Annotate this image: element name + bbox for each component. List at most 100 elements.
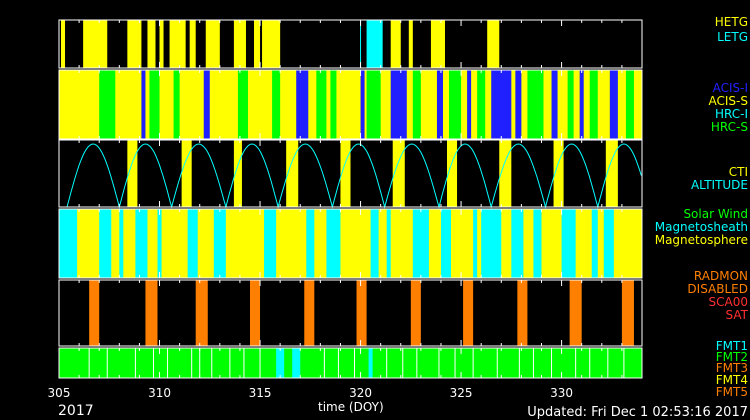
region-segment	[157, 209, 162, 278]
format-panel-frame	[58, 347, 643, 379]
grating-segment	[233, 20, 246, 68]
grating-segment	[147, 20, 156, 68]
grating-segment	[366, 20, 383, 68]
instrument-segment	[296, 70, 309, 139]
grating-segment	[159, 20, 164, 68]
instrument-segment	[609, 70, 618, 139]
region-segment	[440, 209, 452, 278]
radiation-segment	[621, 280, 634, 346]
grating-segment	[169, 20, 186, 68]
radiation-segment	[249, 280, 261, 346]
altitude-segment	[605, 140, 618, 207]
region-segment	[561, 209, 576, 278]
altitude-segment	[181, 140, 192, 207]
instrument-segment	[360, 70, 365, 139]
x-axis-title: time (DOY)	[318, 400, 384, 414]
instrument-segment	[237, 70, 248, 139]
region-segment	[412, 209, 429, 278]
instrument-panel-frame	[58, 69, 643, 140]
x-tick-label: 305	[48, 386, 71, 400]
region-segment	[187, 209, 198, 278]
region-segment	[326, 209, 341, 278]
year-label: 2017	[58, 403, 94, 419]
altitude-panel-frame	[58, 139, 643, 208]
legend-entry-letg: LETG	[717, 30, 748, 44]
region-segment	[213, 209, 226, 278]
instrument-segment	[203, 70, 210, 139]
instrument-segment	[390, 70, 407, 139]
altitude-segment	[553, 140, 564, 207]
radiation-segment	[410, 280, 421, 346]
grating-segment	[83, 20, 108, 68]
instrument-segment	[477, 70, 486, 139]
radiation-segment	[569, 280, 582, 346]
grating-segment	[127, 20, 142, 68]
legend-entry-disabled: DISABLED	[687, 282, 748, 296]
legend-entry-fmt4: FMT4	[715, 373, 748, 387]
grating-segment	[189, 20, 196, 68]
altitude-segment	[233, 140, 242, 207]
altitude-segment	[286, 140, 299, 207]
region-segment	[591, 209, 598, 278]
altitude-segment	[392, 140, 405, 207]
region-segment	[386, 209, 391, 278]
region-segment	[473, 209, 478, 278]
region-segment	[59, 209, 78, 278]
radiation-segment	[517, 280, 528, 346]
legend-entry-fmt5: FMT5	[715, 385, 748, 399]
instrument-segment	[449, 70, 462, 139]
grating-segment	[408, 20, 413, 68]
instrument-segment	[579, 70, 584, 139]
radiation-segment	[145, 280, 158, 346]
radiation-segment	[89, 280, 100, 346]
x-tick-label: 320	[349, 386, 372, 400]
legend-entry-acis-s: ACIS-S	[708, 94, 748, 108]
instrument-segment	[625, 70, 634, 139]
grating-segment	[262, 20, 281, 68]
region-segment	[119, 209, 124, 278]
legend-entry-acis-i: ACIS-I	[712, 81, 748, 95]
instrument-segment	[467, 70, 472, 139]
altitude-segment	[127, 140, 138, 207]
instrument-segment	[527, 70, 544, 139]
legend-entry-fmt1: FMT1	[715, 339, 748, 353]
x-tick-label: 310	[148, 386, 171, 400]
legend-entry-sat: SAT	[725, 308, 748, 322]
instrument-segment	[436, 70, 443, 139]
region-segment	[603, 209, 614, 278]
instrument-segment	[412, 70, 421, 139]
instrument-segment	[515, 70, 522, 139]
legend-entry-fmt2: FMT2	[715, 350, 748, 364]
format-segment	[368, 348, 373, 378]
region-segment	[306, 209, 315, 278]
legend-entry-fmt3: FMT3	[715, 361, 748, 375]
radiation-segment	[463, 280, 474, 346]
altitude-segment	[340, 140, 351, 207]
radiation-segment	[195, 280, 208, 346]
grating-segment	[254, 20, 261, 68]
radiation-panel-frame	[58, 279, 643, 347]
legend-entry-sca00: SCA00	[708, 295, 748, 309]
legend-entry-magnetosphere: Magnetosphere	[654, 233, 748, 247]
region-segment	[481, 209, 502, 278]
region-segment	[533, 209, 542, 278]
instrument-segment	[551, 70, 558, 139]
format-segment	[276, 348, 285, 378]
instrument-segment	[589, 70, 598, 139]
legend-entry-radmon: RADMON	[693, 269, 748, 283]
grating-segment	[390, 20, 401, 68]
altitude-segment	[446, 140, 458, 207]
legend-entry-solar-wind: Solar Wind	[683, 207, 748, 221]
legend-entry-cti: CTI	[728, 165, 748, 179]
legend-entry-hrc-s: HRC-S	[710, 120, 748, 134]
grating-panel-frame	[58, 19, 643, 69]
legend-entry-altitude: ALTITUDE	[690, 178, 748, 192]
instrument-segment	[316, 70, 327, 139]
altitude-segment	[499, 140, 512, 207]
legend-entry-hetg: HETG	[714, 15, 748, 29]
format-segment	[292, 348, 301, 378]
instrument-segment	[330, 70, 337, 139]
updated-timestamp: Updated: Fri Dec 1 02:53:16 2017	[527, 405, 748, 420]
grating-panel-background	[59, 20, 642, 68]
